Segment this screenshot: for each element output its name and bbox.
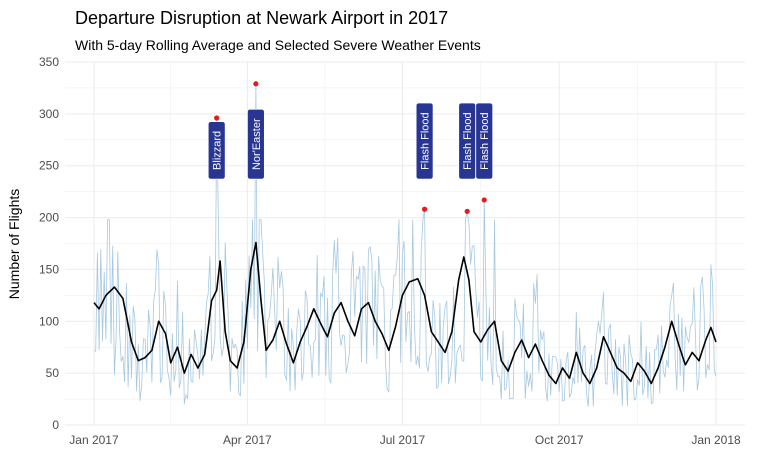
event-label: Nor'Easter (246, 108, 265, 180)
event-label-text: Nor'Easter (251, 118, 263, 170)
x-tick-label: Jul 2017 (380, 433, 426, 447)
y-tick-label: 50 (46, 366, 60, 380)
y-tick-label: 200 (39, 211, 59, 225)
event-point (253, 81, 259, 87)
event-label: Flash Flood (475, 102, 494, 180)
rolling-average-line (93, 241, 717, 385)
y-tick-label: 250 (39, 159, 59, 173)
y-tick-label: 300 (39, 107, 59, 121)
x-tick-label: Jan 2017 (69, 433, 119, 447)
daily-series-line (93, 83, 717, 407)
y-axis-ticks: 0 50 100 150 200 250 300 350 (39, 55, 59, 432)
x-tick-label: Jan 2018 (691, 433, 741, 447)
event-label-text: Blizzard (212, 131, 224, 170)
y-tick-label: 350 (39, 55, 59, 69)
event-label-box (246, 108, 265, 180)
chart-subtitle: With 5-day Rolling Average and Selected … (75, 37, 481, 53)
event-point (214, 115, 220, 121)
x-tick-label: Oct 2017 (535, 433, 584, 447)
event-label-box (207, 121, 226, 180)
x-tick-label: Apr 2017 (223, 433, 272, 447)
event-label-text: Flash Flood (462, 112, 474, 169)
event-label: Flash Flood (458, 102, 477, 180)
event-point (421, 206, 428, 212)
event-label-box (415, 102, 434, 180)
event-point (464, 208, 470, 214)
event-label: Blizzard (207, 121, 226, 180)
event-label: Flash Flood (415, 102, 434, 180)
event-point (481, 197, 487, 203)
event-label-text: Flash Flood (479, 112, 491, 169)
event-label-box (475, 102, 494, 180)
x-axis-ticks: Jan 2017 Apr 2017 Jul 2017 Oct 2017 Jan 2018 (69, 433, 741, 447)
y-tick-label: 150 (39, 262, 59, 276)
y-axis-label: Number of Flights (6, 189, 22, 299)
plot-area (93, 83, 717, 407)
event-annotations: Blizzard Nor'Easter Flash Flood Flash Flood… (207, 81, 494, 214)
y-tick-label: 100 (39, 314, 59, 328)
y-tick-label: 0 (52, 418, 59, 432)
chart-title: Departure Disruption at Newark Airport i… (75, 8, 448, 28)
event-label-text: Flash Flood (420, 112, 432, 169)
